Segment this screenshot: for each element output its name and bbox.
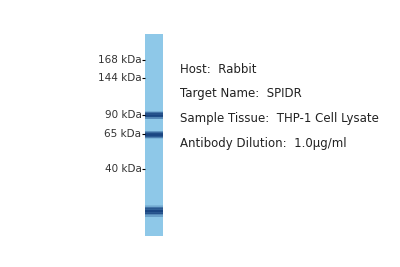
Bar	[144, 210, 163, 211]
Bar	[144, 213, 163, 214]
Bar	[144, 115, 163, 116]
Bar	[144, 133, 163, 134]
Bar	[144, 137, 163, 138]
Bar	[144, 118, 163, 119]
Text: Host:  Rabbit: Host: Rabbit	[180, 62, 257, 76]
Bar	[144, 214, 163, 215]
Text: 144 kDa: 144 kDa	[98, 73, 142, 83]
Bar	[144, 212, 163, 213]
Bar	[144, 213, 163, 214]
Bar	[144, 207, 163, 208]
Bar	[144, 131, 163, 132]
Bar	[144, 114, 163, 115]
Text: 90 kDa: 90 kDa	[104, 110, 142, 120]
Bar	[144, 112, 163, 113]
Bar	[144, 137, 163, 138]
Bar	[144, 118, 163, 119]
Bar	[144, 215, 163, 216]
Bar	[144, 116, 163, 117]
Bar	[144, 216, 163, 217]
Bar	[144, 117, 163, 118]
Bar	[144, 111, 163, 112]
Bar	[144, 214, 163, 215]
Text: 168 kDa: 168 kDa	[98, 55, 142, 65]
Text: Sample Tissue:  THP-1 Cell Lysate: Sample Tissue: THP-1 Cell Lysate	[180, 112, 379, 125]
Bar	[144, 113, 163, 114]
Bar	[144, 212, 163, 213]
Text: Target Name:  SPIDR: Target Name: SPIDR	[180, 87, 302, 100]
Bar	[144, 216, 163, 217]
Bar	[144, 205, 163, 206]
Bar	[144, 209, 163, 210]
Text: 40 kDa: 40 kDa	[104, 164, 142, 174]
Text: 65 kDa: 65 kDa	[104, 129, 142, 139]
Bar	[144, 131, 163, 132]
Bar	[144, 34, 163, 235]
Bar	[144, 210, 163, 211]
Text: Antibody Dilution:  1.0μg/ml: Antibody Dilution: 1.0μg/ml	[180, 136, 347, 150]
Bar	[144, 115, 163, 116]
Bar	[144, 135, 163, 136]
Bar	[144, 114, 163, 115]
Bar	[144, 134, 163, 135]
Bar	[144, 208, 163, 209]
Bar	[144, 211, 163, 212]
Bar	[144, 211, 163, 212]
Bar	[144, 132, 163, 133]
Bar	[144, 117, 163, 118]
Bar	[144, 113, 163, 114]
Bar	[144, 136, 163, 137]
Bar	[144, 132, 163, 133]
Bar	[144, 135, 163, 136]
Bar	[144, 116, 163, 117]
Bar	[144, 112, 163, 113]
Bar	[144, 206, 163, 207]
Bar	[144, 138, 163, 139]
Bar	[144, 134, 163, 135]
